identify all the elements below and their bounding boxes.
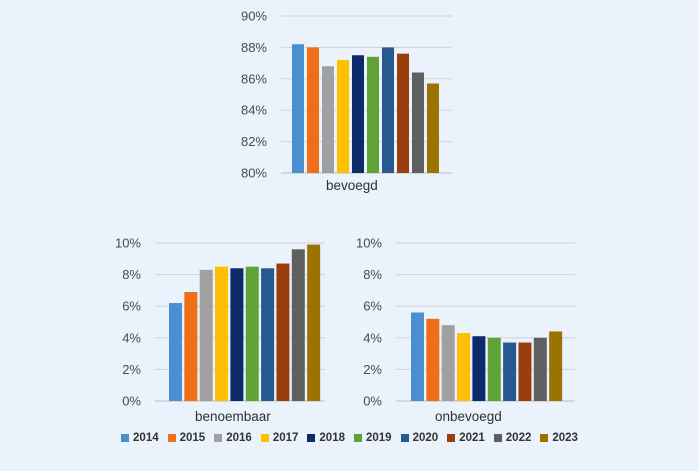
chart-benoembaar: 0% 2% 4% 6% 8% 10% benoembaar (115, 236, 325, 424)
legend-swatch-icon (354, 434, 362, 442)
bar-bevoegd-2014 (292, 44, 304, 174)
bar-benoembaar-2014 (169, 303, 182, 401)
bar-benoembaar-2015 (184, 291, 198, 401)
y-tick-label: 84% (241, 103, 267, 118)
legend-swatch-icon (400, 434, 409, 442)
bar-benoembaar-2016 (199, 269, 213, 401)
y-tick-label: 82% (241, 134, 267, 149)
bar-bevoegd-2016 (322, 66, 334, 173)
bar-onbevoegd-2015 (426, 318, 440, 401)
bar-bevoegd-2021 (397, 53, 409, 173)
bar-benoembaar-2020 (261, 268, 275, 401)
legend-label: 2022 (505, 432, 532, 444)
y-tick-label: 80% (241, 166, 267, 181)
chart-onbevoegd: 0% 2% 4% 6% 8% 10% onbevoegd (356, 236, 575, 424)
bar-bevoegd-2018 (352, 55, 364, 173)
legend-label: 2014 (133, 432, 159, 444)
legend-swatch-icon (214, 434, 223, 442)
bar-benoembaar-2022 (291, 249, 305, 401)
y-tick-label: 8% (122, 267, 141, 282)
bar-onbevoegd-2022 (533, 337, 547, 401)
legend-label: 2015 (179, 432, 206, 444)
bar-onbevoegd-2019 (487, 337, 501, 401)
legend-item-2016: 2016 (214, 432, 252, 444)
x-axis-label: bevoegd (326, 178, 378, 193)
bar-bevoegd-2019 (367, 56, 379, 173)
y-tick-label: 6% (363, 299, 382, 314)
y-tick-label: 0% (363, 394, 382, 409)
bar-bevoegd-2022 (412, 72, 424, 173)
y-tick-label: 2% (363, 362, 382, 377)
bar-benoembaar-2017 (215, 266, 229, 401)
legend-item-2014: 2014 (121, 432, 159, 444)
bar-onbevoegd-2017 (457, 333, 471, 401)
legend-item-2023: 2023 (540, 432, 578, 444)
legend-label: 2020 (412, 432, 439, 444)
y-tick-label: 2% (122, 362, 141, 377)
legend-label: 2021 (459, 432, 485, 444)
y-tick-label: 4% (363, 330, 382, 345)
legend-swatch-icon (447, 434, 456, 442)
bar-onbevoegd-2014 (411, 312, 424, 401)
bar-bevoegd-2017 (337, 59, 349, 173)
y-tick-label: 10% (356, 236, 382, 251)
y-tick-label: 86% (241, 71, 267, 86)
legend-label: 2016 (226, 432, 252, 444)
legend-item-2019: 2019 (354, 432, 392, 444)
legend-swatch-icon (307, 434, 316, 442)
bar-bevoegd-2020 (382, 47, 394, 173)
legend-swatch-icon (121, 434, 130, 442)
legend: 2014 2015 2016 2017 2018 2019 2020 2021 … (0, 432, 699, 444)
x-axis-label: benoembaar (195, 409, 271, 424)
legend-swatch-icon (260, 434, 269, 442)
bar-benoembaar-2018 (230, 268, 244, 401)
legend-label: 2023 (552, 432, 578, 444)
bar-bevoegd-2015 (307, 47, 319, 173)
bar-onbevoegd-2021 (518, 342, 532, 401)
bar-benoembaar-2019 (245, 266, 259, 401)
legend-label: 2017 (272, 432, 299, 444)
bar-bevoegd-2023 (427, 83, 439, 173)
legend-item-2017: 2017 (260, 432, 299, 444)
bar-onbevoegd-2018 (472, 336, 486, 401)
y-tick-label: 4% (122, 330, 141, 345)
legend-item-2015: 2015 (167, 432, 206, 444)
legend-item-2021: 2021 (447, 432, 485, 444)
legend-item-2022: 2022 (493, 432, 532, 444)
legend-item-2018: 2018 (307, 432, 345, 444)
legend-swatch-icon (540, 434, 549, 442)
chart-bevoegd: 80% 82% 84% 86% 88% 90% bevoegd (241, 9, 452, 193)
legend-label: 2018 (319, 432, 345, 444)
legend-label: 2019 (366, 432, 392, 444)
y-tick-label: 0% (122, 394, 141, 409)
y-tick-label: 90% (241, 9, 267, 24)
y-tick-label: 6% (122, 299, 141, 314)
y-tick-label: 10% (115, 236, 141, 251)
legend-item-2020: 2020 (400, 432, 439, 444)
x-axis-label: onbevoegd (435, 409, 502, 424)
y-tick-label: 88% (241, 40, 267, 55)
bar-benoembaar-2021 (276, 263, 290, 401)
bar-onbevoegd-2016 (441, 325, 455, 401)
bar-onbevoegd-2023 (549, 331, 563, 401)
legend-swatch-icon (493, 434, 502, 442)
legend-swatch-icon (167, 434, 176, 442)
bar-onbevoegd-2020 (503, 342, 517, 401)
y-tick-label: 8% (363, 267, 382, 282)
bar-benoembaar-2023 (307, 244, 321, 401)
